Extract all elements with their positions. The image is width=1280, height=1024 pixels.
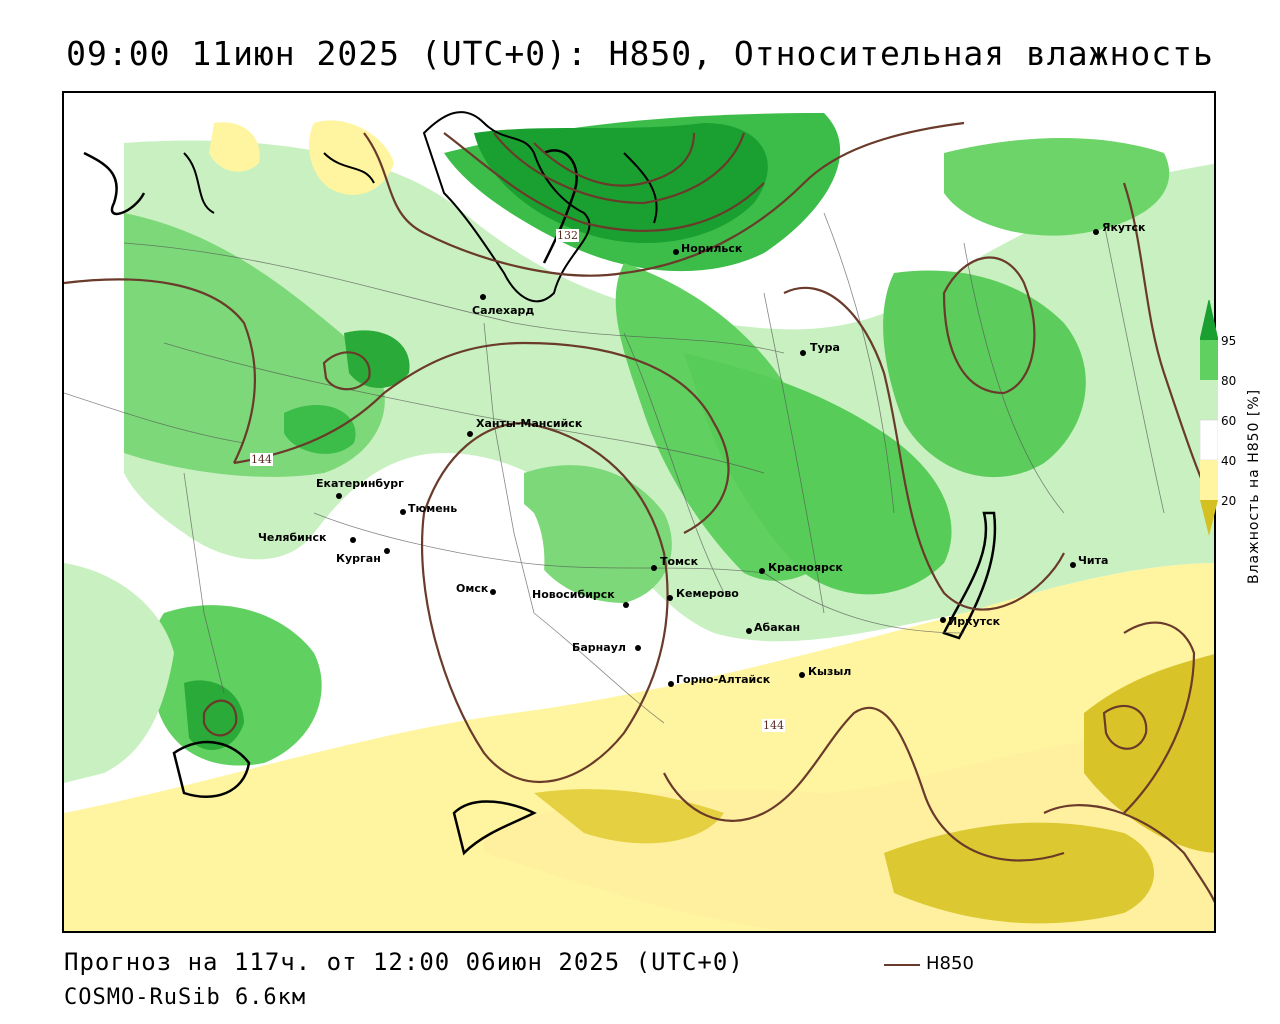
city-dot-ekaterinburg — [336, 493, 342, 499]
city-label-tura: Тура — [810, 341, 840, 354]
city-label-chelyabinsk: Челябинск — [258, 531, 327, 544]
city-label-novosibirsk: Новосибирск — [532, 588, 615, 601]
city-dot-gorno-altaysk — [668, 681, 674, 687]
contour-label-144-west: 144 — [250, 453, 273, 466]
city-label-kurgan: Курган — [336, 552, 381, 565]
city-label-yakutsk: Якутск — [1102, 221, 1146, 234]
forecast-info: Прогноз на 117ч. от 12:00 06июн 2025 (UT… — [64, 948, 744, 976]
city-dot-tura — [800, 350, 806, 356]
colorbar-title: Влажность на H850 [%] — [1246, 388, 1262, 584]
humidity-colorbar — [1200, 300, 1218, 536]
h850-line-swatch — [884, 964, 920, 966]
city-dot-novosibirsk — [623, 602, 629, 608]
city-dot-chelyabinsk — [350, 537, 356, 543]
map-title: 09:00 11июн 2025 (UTC+0): H850, Относите… — [66, 34, 1214, 73]
city-dot-salekhard — [480, 294, 486, 300]
city-dot-chita — [1070, 562, 1076, 568]
city-dot-krasnoyarsk — [759, 568, 765, 574]
city-label-khanty-mansiysk: Ханты-Мансийск — [476, 417, 583, 430]
city-dot-barnaul — [635, 645, 641, 651]
city-label-irkutsk: Иркутск — [948, 615, 1001, 628]
city-label-gorno-altaysk: Горно-Алтайск — [676, 673, 771, 686]
colorbar-tick-40: 40 — [1221, 454, 1237, 468]
city-label-norilsk: Норильск — [681, 242, 743, 255]
city-dot-kyzyl — [799, 672, 805, 678]
colorbar-tick-60: 60 — [1221, 414, 1237, 428]
city-dot-kemerovo — [667, 595, 673, 601]
contour-label-132: 132 — [556, 229, 579, 242]
h850-line-label: H850 — [926, 953, 974, 974]
city-label-abakan: Абакан — [754, 621, 801, 634]
city-label-barnaul: Барнаул — [572, 641, 626, 654]
city-dot-tyumen — [400, 509, 406, 515]
city-dot-tomsk — [651, 565, 657, 571]
humidity-field — [64, 111, 1214, 931]
city-dot-norilsk — [673, 249, 679, 255]
city-label-kemerovo: Кемерово — [676, 587, 739, 600]
city-label-tomsk: Томск — [660, 555, 699, 568]
map-area[interactable]: 132 144 144 Якутск Норильск Салехард Тур… — [62, 91, 1216, 933]
city-dot-irkutsk — [940, 617, 946, 623]
city-label-tyumen: Тюмень — [408, 502, 458, 515]
city-label-ekaterinburg: Екатеринбург — [316, 477, 404, 490]
city-label-omsk: Омск — [456, 582, 489, 595]
city-label-krasnoyarsk: Красноярск — [768, 561, 843, 574]
city-label-chita: Чита — [1078, 554, 1109, 567]
city-dot-abakan — [746, 628, 752, 634]
city-dot-yakutsk — [1093, 229, 1099, 235]
model-info: COSMO-RuSib 6.6км — [64, 985, 307, 1010]
city-dot-khanty-mansiysk — [467, 431, 473, 437]
city-label-kyzyl: Кызыл — [808, 665, 852, 678]
city-label-salekhard: Салехард — [472, 304, 535, 317]
city-dot-kurgan — [384, 548, 390, 554]
colorbar-tick-95: 95 — [1221, 334, 1237, 348]
colorbar-tick-20: 20 — [1221, 494, 1237, 508]
contour-label-144-south: 144 — [762, 719, 785, 732]
city-dot-omsk — [490, 589, 496, 595]
colorbar-tick-80: 80 — [1221, 374, 1237, 388]
